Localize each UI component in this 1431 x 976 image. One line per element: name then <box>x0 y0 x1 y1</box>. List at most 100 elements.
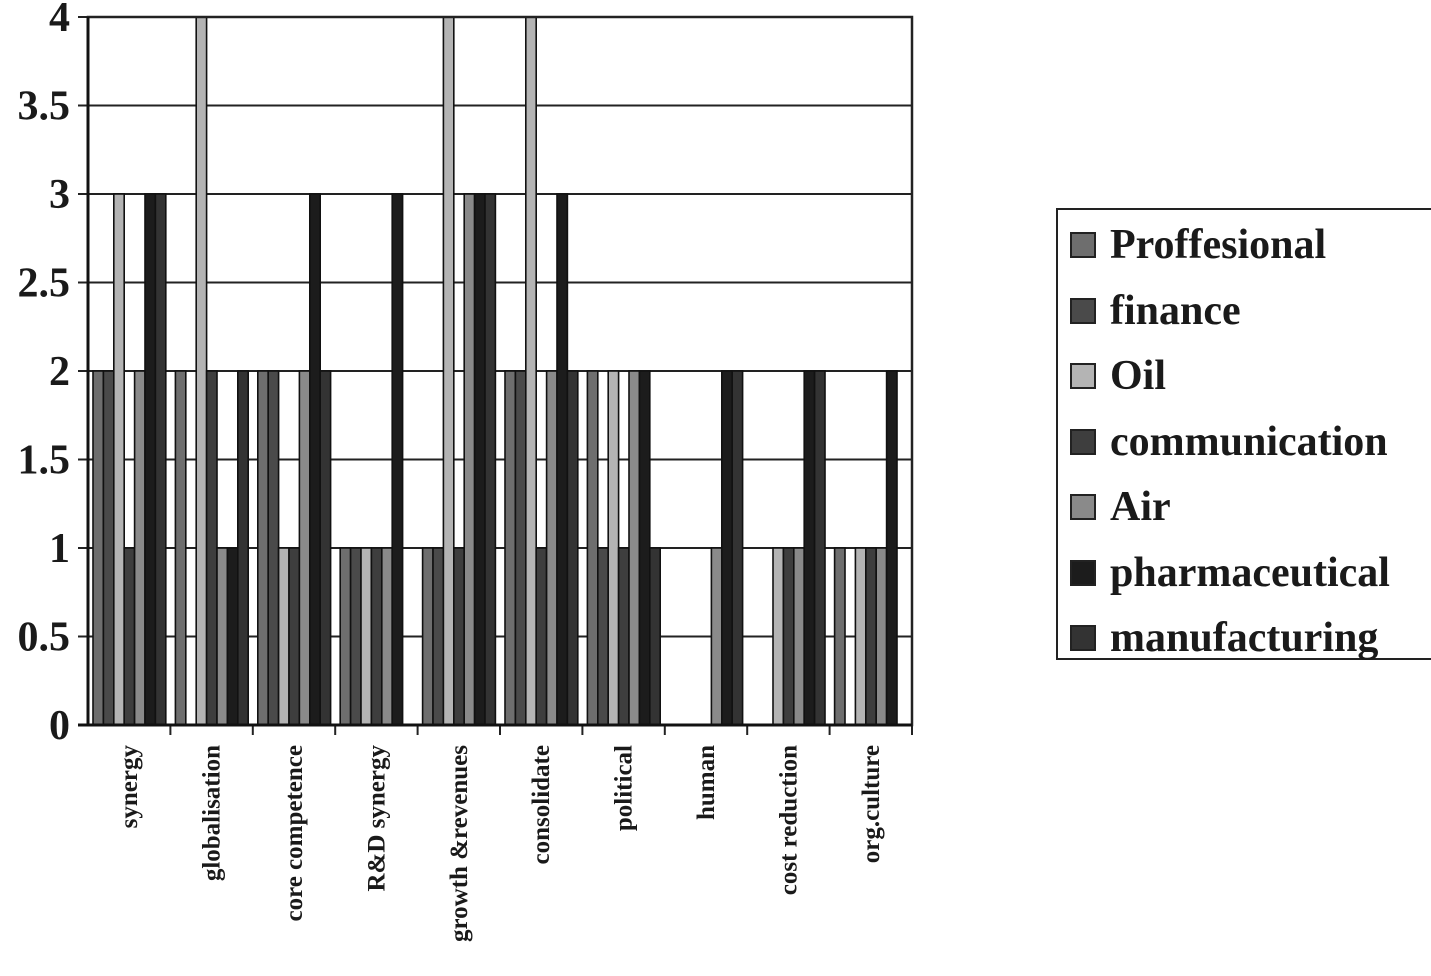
legend-item-manufacturing: manufacturing <box>1070 613 1378 663</box>
bar-manufacturing <box>731 370 744 726</box>
bar-air <box>463 193 476 726</box>
bar-manufacturing <box>154 193 167 726</box>
bar-manufacturing <box>319 370 332 726</box>
legend-item-proffesional: Proffesional <box>1070 220 1326 270</box>
bar-proffesional <box>504 370 517 726</box>
bar-finance <box>596 547 609 726</box>
bar-communication <box>864 547 877 726</box>
legend-label: Oil <box>1110 353 1167 399</box>
bar-communication <box>205 370 218 726</box>
bar-pharmaceutical <box>556 193 569 726</box>
bar-oil <box>524 16 537 726</box>
y-tick-label: 4 <box>49 0 70 41</box>
bar-air <box>628 370 641 726</box>
x-tick-label: growth &revenues <box>446 745 473 942</box>
bar-pharmaceutical <box>885 370 898 726</box>
y-tick-label: 0 <box>49 703 70 749</box>
legend-swatch <box>1070 363 1096 389</box>
y-tick-label: 2 <box>49 349 70 395</box>
bar-oil <box>607 370 620 726</box>
y-tick-label: 0.5 <box>18 615 71 661</box>
x-tick-label: core competence <box>281 745 308 922</box>
legend-swatch <box>1070 428 1096 455</box>
bar-pharmaceutical <box>638 370 651 726</box>
bar-air <box>133 370 146 726</box>
bar-pharmaceutical <box>720 370 733 726</box>
bar-oil <box>772 547 785 726</box>
bar-finance <box>349 547 362 726</box>
bar-finance <box>102 370 115 726</box>
bar-finance <box>514 370 527 726</box>
bar-air <box>710 547 723 726</box>
x-tick-label: R&D synergy <box>363 745 390 892</box>
bar-oil <box>113 193 126 726</box>
bar-air <box>380 547 393 726</box>
legend-label: finance <box>1110 287 1241 334</box>
legend-swatch <box>1070 494 1096 520</box>
legend-swatch <box>1070 559 1096 586</box>
bar-pharmaceutical <box>226 547 239 726</box>
bar-finance <box>432 547 445 726</box>
legend-item-communication: communication <box>1070 417 1388 467</box>
y-tick-label: 2.5 <box>18 261 71 307</box>
bar-oil <box>854 547 867 726</box>
x-tick-label: globalisation <box>199 745 226 881</box>
legend-label: pharmaceutical <box>1110 549 1390 596</box>
y-tick-label: 3 <box>49 172 70 218</box>
legend-label: Air <box>1110 484 1171 530</box>
y-tick-label: 1.5 <box>18 438 71 484</box>
bar-pharmaceutical <box>308 193 321 726</box>
legend-label: communication <box>1110 418 1388 465</box>
x-tick-label: political <box>611 745 638 831</box>
bar-manufacturing <box>813 370 826 726</box>
bar-pharmaceutical <box>391 193 404 726</box>
bar-manufacturing <box>484 193 497 726</box>
bar-communication <box>288 547 301 726</box>
legend-item-oil: Oil <box>1070 351 1166 401</box>
bar-communication <box>123 547 136 726</box>
bar-pharmaceutical <box>803 370 816 726</box>
x-tick-label: human <box>693 745 720 820</box>
bar-air <box>792 547 805 726</box>
bar-communication <box>617 547 630 726</box>
bar-proffesional <box>421 547 434 726</box>
bar-proffesional <box>833 547 846 726</box>
bar-pharmaceutical <box>144 193 157 726</box>
legend-item-pharmaceutical: pharmaceutical <box>1070 548 1390 598</box>
legend-swatch <box>1070 297 1096 324</box>
x-tick-label: consolidate <box>528 745 555 864</box>
bar-proffesional <box>586 370 599 726</box>
legend-swatch <box>1070 625 1096 651</box>
legend-item-finance: finance <box>1070 286 1241 336</box>
y-tick-label: 1 <box>49 526 70 572</box>
bar-oil <box>442 16 455 726</box>
legend-swatch <box>1070 232 1096 258</box>
bar-communication <box>535 547 548 726</box>
bar-communication <box>452 547 465 726</box>
bar-oil <box>360 547 373 726</box>
bar-proffesional <box>339 547 352 726</box>
bar-oil <box>277 547 290 726</box>
bar-manufacturing <box>237 370 250 726</box>
bar-proffesional <box>256 370 269 726</box>
bar-manufacturing <box>566 370 579 726</box>
legend: Proffesional finance Oil communication Air ph… <box>1056 208 1431 663</box>
bar-pharmaceutical <box>473 193 486 726</box>
legend-label: Proffesional <box>1110 222 1327 268</box>
bar-air <box>298 370 311 726</box>
bar-communication <box>370 547 383 726</box>
bar-air <box>216 547 229 726</box>
bar-manufacturing <box>648 547 661 726</box>
x-tick-label: synergy <box>116 745 143 829</box>
bar-proffesional <box>174 370 187 726</box>
bar-air <box>875 547 888 726</box>
bar-air <box>545 370 558 726</box>
bar-oil <box>195 16 208 726</box>
bar-proffesional <box>92 370 105 726</box>
legend-label: manufacturing <box>1110 615 1379 661</box>
bar-communication <box>782 547 795 726</box>
x-tick-label: org.culture <box>858 745 885 863</box>
bar-finance <box>267 370 280 726</box>
